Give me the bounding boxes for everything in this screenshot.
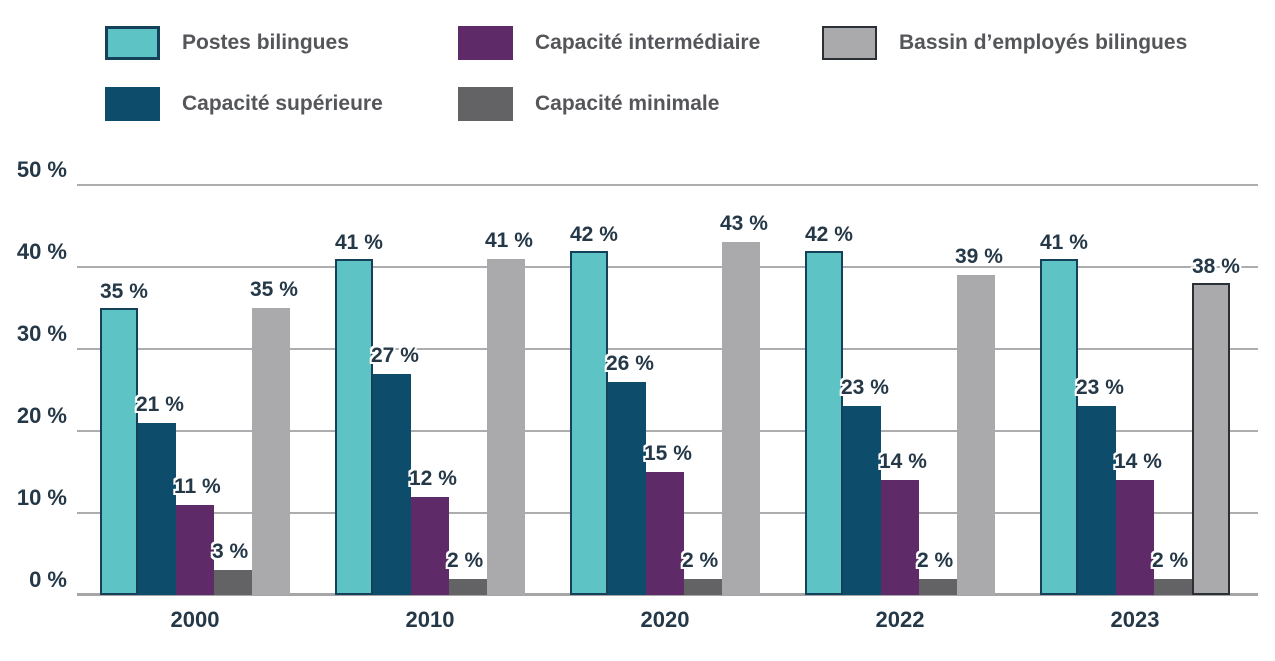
bar-capacite-intermediaire-2000: 11 % <box>174 475 221 595</box>
y-axis-tick-label: 50 % <box>16 157 67 182</box>
bar-value-label: 35 % <box>100 280 148 303</box>
x-axis-label-2020: 2020 <box>640 607 690 632</box>
legend-swatch-postes-bilingues <box>105 26 160 60</box>
x-axis-label-2010: 2010 <box>405 607 455 632</box>
bar-bassin-employes-bilingues-2020: 43 % <box>720 212 768 595</box>
gridline-20 <box>77 430 1258 432</box>
bar-group-2022: 42 % 23 % 14 % 2 % 39 % <box>805 223 1003 595</box>
bar-value-label: 41 % <box>485 228 533 252</box>
bar-capacite-superieure-2010: 27 % <box>371 344 419 595</box>
bar-chart: 0 % 10 % 20 % 30 % 40 % 50 % 35 % 21 % 11 % 3 % 35… <box>17 157 1258 632</box>
gridline-50 <box>77 184 1258 186</box>
gridline-40 <box>77 266 1258 268</box>
bar-bassin-employes-bilingues-2010: 41 % <box>485 229 533 595</box>
legend-item-capacite-superieure: Capacité supérieure <box>105 87 458 121</box>
bar-value-label: 2 % <box>1152 548 1189 572</box>
legend-item-bassin-employes-bilingues: Bassin d’employés bilingues <box>822 26 1187 60</box>
bar-capacite-minimale-2023: 2 % <box>1152 549 1192 595</box>
gridline-30 <box>77 348 1258 350</box>
bar-postes-bilingues-2023: 41 % <box>1040 231 1088 595</box>
bar-value-label: 35 % <box>250 278 298 301</box>
bar-value-label: 23 % <box>1076 376 1124 400</box>
x-axis-label-2022: 2022 <box>875 607 925 632</box>
bar-group-2023: 41 % 23 % 14 % 2 % 38 % <box>1040 231 1240 595</box>
legend-label: Capacité minimale <box>535 92 720 115</box>
bar-postes-bilingues-2000: 35 % <box>100 280 148 595</box>
bar-postes-bilingues-2020: 42 % <box>570 223 618 595</box>
bar-value-label: 38 % <box>1192 255 1240 279</box>
x-axis-label-2023: 2023 <box>1110 607 1160 632</box>
bar-postes-bilingues-2010: 41 % <box>335 231 383 595</box>
bar-value-label: 41 % <box>335 230 383 254</box>
bar-value-label: 26 % <box>606 351 654 375</box>
legend-label: Capacité intermédiaire <box>535 31 761 54</box>
legend-label: Capacité supérieure <box>182 92 383 115</box>
bar-capacite-minimale-2020: 2 % <box>682 549 722 595</box>
y-axis-tick-label: 20 % <box>16 403 67 428</box>
bar-capacite-minimale-2022: 2 % <box>917 549 957 595</box>
legend-swatch-capacite-minimale <box>458 87 513 121</box>
bar-capacite-intermediaire-2020: 15 % <box>644 442 692 595</box>
legend-item-postes-bilingues: Postes bilingues <box>105 26 458 60</box>
bar-value-label: 27 % <box>371 343 419 367</box>
bar-value-label: 11 % <box>174 474 221 498</box>
bar-bassin-employes-bilingues-2023: 38 % <box>1192 255 1240 595</box>
bar-postes-bilingues-2022: 42 % <box>805 223 853 595</box>
y-axis-tick-label: 40 % <box>16 239 67 264</box>
bar-capacite-intermediaire-2022: 14 % <box>879 450 927 595</box>
bar-value-label: 2 % <box>447 548 484 572</box>
legend-swatch-capacite-intermediaire <box>458 26 513 60</box>
bar-capacite-minimale-2010: 2 % <box>447 549 487 595</box>
bar-value-label: 15 % <box>644 442 692 465</box>
bar-capacite-minimale-2000: 3 % <box>212 540 252 595</box>
bar-value-label: 14 % <box>879 450 927 474</box>
x-axis-label-2000: 2000 <box>170 607 220 632</box>
bar-value-label: 43 % <box>720 212 768 236</box>
bar-capacite-superieure-2020: 26 % <box>606 352 654 595</box>
bar-group-2000: 35 % 21 % 11 % 3 % 35 % <box>100 278 298 595</box>
legend-label: Postes bilingues <box>182 31 349 54</box>
legend-item-capacite-intermediaire: Capacité intermédiaire <box>458 26 822 60</box>
bar-value-label: 2 % <box>682 548 719 572</box>
bar-value-label: 14 % <box>1114 450 1162 474</box>
y-axis-tick-label: 30 % <box>16 321 67 346</box>
bar-bassin-employes-bilingues-2000: 35 % <box>250 278 298 595</box>
bar-capacite-superieure-2000: 21 % <box>136 393 184 595</box>
bar-capacite-intermediaire-2023: 14 % <box>1114 450 1162 595</box>
y-axis-tick-label: 0 % <box>29 567 67 592</box>
bar-value-label: 3 % <box>212 540 249 564</box>
legend-item-capacite-minimale: Capacité minimale <box>458 87 822 121</box>
bar-group-2020: 42 % 26 % 15 % 2 % 43 % <box>570 212 768 595</box>
bar-value-label: 39 % <box>955 245 1003 269</box>
bar-value-label: 42 % <box>805 222 853 246</box>
bar-value-label: 2 % <box>917 548 954 572</box>
chart-legend: Postes bilingues Capacité intermédiaire Ba… <box>105 26 1187 121</box>
bar-value-label: 12 % <box>409 466 457 490</box>
bar-value-label: 23 % <box>841 376 889 400</box>
bar-capacite-superieure-2023: 23 % <box>1076 376 1124 595</box>
bar-capacite-superieure-2022: 23 % <box>841 376 889 595</box>
bar-capacite-intermediaire-2010: 12 % <box>409 467 457 595</box>
legend-swatch-capacite-superieure <box>105 87 160 121</box>
bar-value-label: 41 % <box>1040 230 1088 254</box>
bar-bassin-employes-bilingues-2022: 39 % <box>955 245 1003 595</box>
bar-value-label: 21 % <box>136 392 184 416</box>
bar-group-2010: 41 % 27 % 12 % 2 % 41 % <box>335 229 533 595</box>
y-axis-tick-label: 10 % <box>16 485 67 510</box>
bar-value-label: 42 % <box>570 222 618 246</box>
legend-swatch-bassin-employes-bilingues <box>822 26 877 60</box>
legend-label: Bassin d’employés bilingues <box>899 31 1188 54</box>
